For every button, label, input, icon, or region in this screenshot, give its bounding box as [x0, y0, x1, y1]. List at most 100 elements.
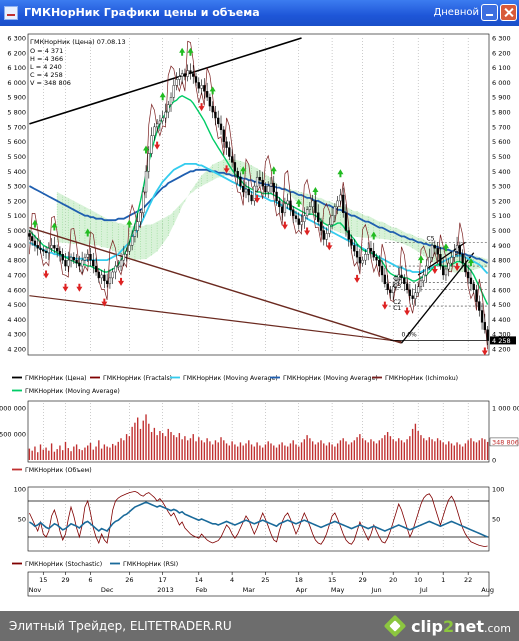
price-candle [247, 188, 250, 196]
price-candle [378, 259, 381, 267]
last-price-label: 4 258 [492, 337, 511, 345]
price-y-tick-left: 5 500 [7, 153, 26, 161]
price-candle [444, 268, 448, 276]
price-candle [103, 274, 106, 282]
price-y-tick-left: 4 900 [7, 242, 26, 250]
price-candle [269, 182, 273, 187]
fibo-level-label: C3 [393, 283, 401, 290]
price-candle [125, 251, 128, 255]
price-candle [186, 70, 189, 77]
price-candle [119, 259, 123, 267]
oscillator-y-tick-right: 50 [492, 516, 500, 524]
chart-app-icon [4, 6, 18, 20]
price-y-tick-right: 6 100 [492, 64, 511, 72]
time-axis-month-label: Apr [296, 586, 308, 594]
price-candle [297, 218, 300, 225]
price-candle [92, 259, 95, 267]
clip2net-logo: clip2net.com [383, 614, 511, 638]
oscillator-panel-frame [27, 486, 490, 552]
fractal-up-arrow [467, 258, 474, 267]
volume-panel-frame [27, 400, 490, 463]
price-candle [286, 200, 289, 205]
fractal-up-arrow [51, 222, 58, 231]
fractal-up-arrow [187, 47, 194, 56]
price-candle [353, 245, 356, 252]
price-legend-item: ГМКНорНик (Moving Average) [25, 388, 120, 395]
price-y-tick-left: 6 300 [7, 35, 26, 43]
price-candle [128, 245, 131, 252]
price-candle [203, 85, 206, 92]
time-axis-day-label: 15 [39, 576, 47, 584]
price-candle [242, 185, 245, 193]
price-candle [61, 254, 64, 261]
price-candle [275, 191, 278, 202]
price-candle [161, 117, 164, 122]
title-bar[interactable]: ГМКНорНик Графики цены и объема Дневной [0, 0, 519, 26]
price-y-tick-left: 4 500 [7, 301, 26, 309]
fractal-up-arrow [84, 228, 91, 237]
fractal-up-arrow [126, 219, 133, 228]
price-candle [142, 191, 145, 213]
minimize-icon[interactable] [481, 4, 498, 21]
price-candle [86, 254, 89, 258]
price-candle [211, 105, 214, 113]
price-candle [222, 129, 225, 142]
price-candle [261, 179, 264, 187]
price-candle [308, 206, 312, 210]
price-candle [164, 111, 167, 119]
price-y-tick-left: 6 100 [7, 64, 26, 72]
rsi-line [28, 501, 488, 538]
price-candle [400, 274, 403, 279]
price-candle [183, 73, 187, 77]
price-candle [342, 194, 345, 213]
time-axis-month-label: Jun [370, 586, 381, 594]
price-candle [69, 256, 73, 261]
price-candle [33, 240, 37, 246]
price-y-tick-left: 4 600 [7, 286, 26, 294]
price-y-tick-left: 5 300 [7, 183, 26, 191]
price-legend-item: ГМКНорНик (Ichimoku) [385, 375, 458, 382]
price-candle [411, 295, 414, 299]
time-axis-frame [27, 571, 490, 597]
time-axis-day-label: 14 [195, 576, 203, 584]
time-axis-day-label: 20 [389, 576, 397, 584]
price-y-tick-right: 4 400 [492, 316, 511, 324]
price-candle [175, 79, 178, 86]
price-candle [369, 248, 373, 252]
time-axis-day-label: 15 [328, 576, 336, 584]
price-candle [317, 212, 320, 222]
price-candle [458, 245, 462, 255]
timeframe-label[interactable]: Дневной [433, 7, 479, 18]
fractal-down-arrow [304, 227, 311, 236]
fractal-up-arrow [179, 47, 186, 56]
price-y-tick-right: 4 200 [492, 346, 511, 354]
fractal-up-arrow [312, 187, 319, 196]
time-axis-month-label: Jul [419, 586, 428, 594]
price-y-tick-left: 4 400 [7, 316, 26, 324]
price-candle [214, 111, 217, 119]
price-candle [464, 262, 467, 273]
fractal-up-arrow [240, 166, 247, 175]
footer-bar: Элитный Трейдер, ELITETRADER.RU clip2net… [0, 611, 519, 641]
price-candle [153, 126, 156, 136]
price-y-tick-right: 4 300 [492, 331, 511, 339]
price-candle [475, 289, 478, 302]
close-icon[interactable] [500, 4, 517, 21]
price-candle [105, 280, 109, 285]
price-y-tick-left: 5 900 [7, 94, 26, 102]
price-candle [305, 209, 309, 216]
price-info-line: L = 4 240 [30, 63, 62, 71]
price-candle [147, 153, 150, 172]
price-candle [303, 215, 306, 222]
price-candle [39, 248, 42, 250]
price-y-tick-right: 5 700 [492, 123, 511, 131]
price-candle [344, 212, 348, 231]
price-y-tick-right: 4 500 [492, 301, 511, 309]
price-candle [267, 185, 270, 193]
price-candle [53, 245, 56, 249]
price-legend-item: ГМКНорНик (Moving Average) [283, 375, 378, 382]
fractal-down-arrow [254, 194, 261, 203]
price-y-tick-right: 4 700 [492, 271, 511, 279]
price-candle [244, 188, 248, 193]
price-candle [328, 224, 331, 234]
